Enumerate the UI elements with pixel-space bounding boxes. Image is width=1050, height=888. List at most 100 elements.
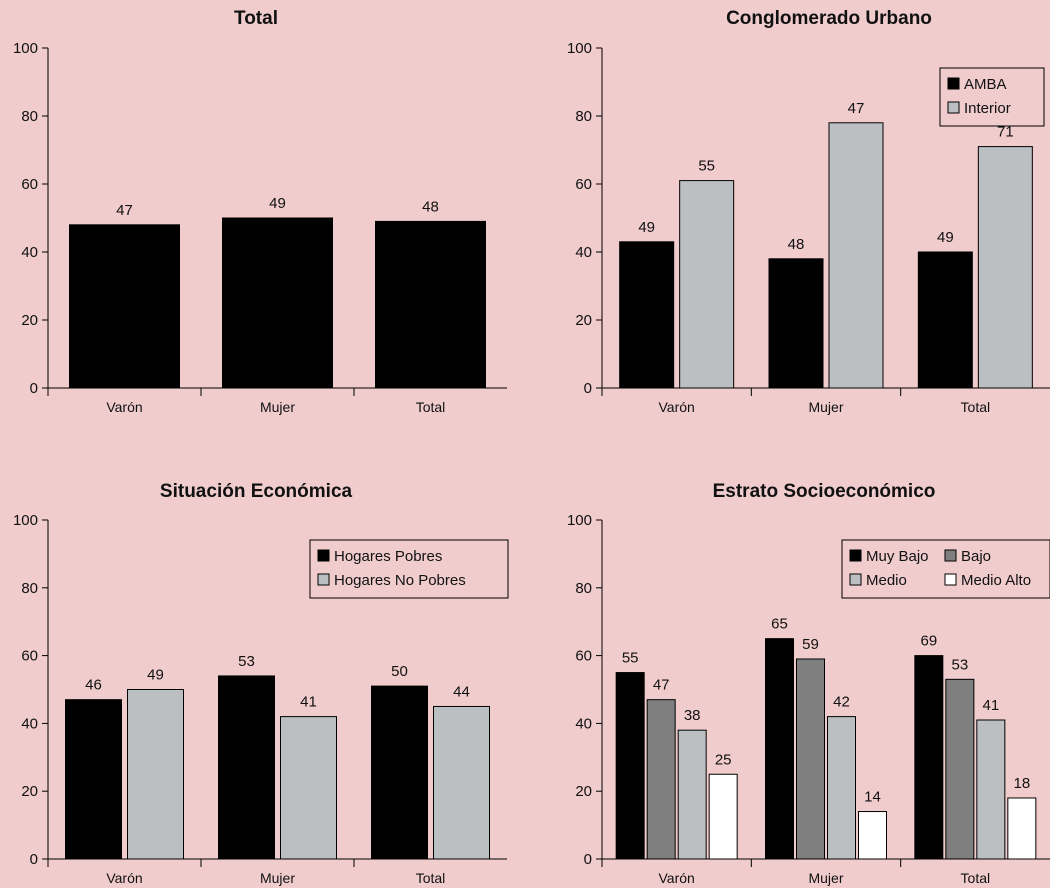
data-label: 49 — [147, 667, 164, 684]
x-tick-label: Total — [416, 399, 446, 415]
legend: Hogares Pobres Hogares No Pobres — [309, 539, 509, 599]
data-label: 18 — [1013, 775, 1030, 792]
data-label: 47 — [848, 100, 865, 117]
legend-label: Hogares No Pobres — [334, 572, 466, 589]
x-tick-label: Varón — [106, 870, 142, 886]
data-label: 59 — [802, 636, 819, 653]
y-tick-label: 40 — [21, 244, 38, 261]
y-tick-label: 60 — [575, 648, 592, 665]
legend-swatch — [849, 573, 862, 586]
data-label: 44 — [453, 683, 470, 700]
chart-conglomerado-urbano: Conglomerado Urbano 0 20 40 60 80 100 Varón 49 55… — [567, 8, 1050, 415]
data-label: 69 — [920, 633, 937, 650]
y-tick-label: 20 — [575, 312, 592, 329]
bar-amba-varon — [619, 241, 675, 389]
legend-label: Hogares Pobres — [334, 548, 442, 565]
bar-interior-mujer — [828, 122, 884, 389]
y-tick-label: 100 — [567, 512, 592, 529]
legend-swatch — [944, 573, 957, 586]
x-tick-label: Varón — [659, 399, 695, 415]
data-label: 46 — [85, 677, 102, 694]
data-label: 14 — [864, 789, 881, 806]
chart-title: Situación Económica — [160, 481, 353, 502]
bar-medio-alto-mujer — [858, 811, 887, 860]
bar-medio-total — [976, 719, 1006, 860]
legend-box — [841, 539, 1050, 599]
y-tick-label: 0 — [30, 851, 38, 868]
bar-total-mujer — [222, 217, 333, 389]
legend-item-amba: AMBA — [947, 76, 1007, 93]
legend-swatch — [317, 549, 330, 562]
bar-bajo-total — [945, 678, 975, 860]
x-tick-label: Mujer — [808, 399, 843, 415]
x-tick-label: Total — [961, 870, 991, 886]
y-tick-label: 40 — [575, 715, 592, 732]
x-tick-label: Mujer — [260, 870, 295, 886]
legend-swatch — [317, 573, 330, 586]
data-label: 38 — [684, 707, 701, 724]
legend-label: Muy Bajo — [866, 548, 929, 565]
y-tick-label: 40 — [575, 244, 592, 261]
legend-label: Medio — [866, 572, 907, 589]
data-label: 49 — [638, 219, 655, 236]
data-label: 71 — [997, 124, 1014, 141]
y-tick-label: 100 — [13, 40, 38, 57]
y-tick-label: 20 — [21, 312, 38, 329]
chart-estrato-socioeconomico: Estrato Socioeconómico 0 20 40 60 80 100 Varón 5… — [567, 481, 1050, 886]
y-tick-label: 100 — [567, 40, 592, 57]
legend-label: Interior — [964, 100, 1011, 117]
y-tick-label: 80 — [575, 108, 592, 125]
data-label: 65 — [771, 616, 788, 633]
x-tick-label: Varón — [106, 399, 142, 415]
x-tick-label: Varón — [659, 870, 695, 886]
x-tick-label: Total — [416, 870, 446, 886]
y-tick-label: 40 — [21, 715, 38, 732]
y-tick-label: 80 — [575, 580, 592, 597]
legend-swatch — [947, 77, 960, 90]
bar-muy-bajo-total — [914, 655, 944, 860]
legend-item-interior: Interior — [947, 100, 1011, 117]
chart-situacion-economica: Situación Económica 0 20 40 60 80 100 Varón 46 49… — [13, 481, 509, 886]
data-label: 49 — [937, 229, 954, 246]
bar-total-varon — [69, 224, 180, 389]
legend-label: Medio Alto — [961, 572, 1031, 589]
x-tick-label: Total — [961, 399, 991, 415]
legend-swatch — [944, 549, 957, 562]
chart-title: Conglomerado Urbano — [726, 8, 932, 29]
x-tick-label: Mujer — [260, 399, 295, 415]
bar-medio-alto-varon — [708, 773, 738, 860]
data-label: 47 — [116, 202, 133, 219]
data-label: 55 — [622, 650, 639, 667]
bar-hogares-no-pobres-mujer — [280, 716, 337, 860]
bar-medio-mujer — [827, 716, 856, 860]
bar-hogares-pobres-varon — [65, 699, 122, 860]
data-label: 55 — [698, 158, 715, 175]
y-tick-label: 100 — [13, 512, 38, 529]
bar-hogares-no-pobres-total — [433, 705, 490, 860]
bar-medio-alto-total — [1007, 797, 1037, 860]
legend-box — [309, 539, 509, 599]
bar-hogares-no-pobres-varon — [127, 689, 184, 860]
legend: Muy Bajo Bajo Medio Medio Alto — [841, 539, 1050, 599]
y-tick-label: 60 — [21, 648, 38, 665]
y-tick-label: 80 — [21, 580, 38, 597]
y-tick-label: 60 — [21, 176, 38, 193]
data-label: 42 — [833, 694, 850, 711]
data-label: 48 — [422, 198, 439, 215]
y-tick-label: 20 — [21, 783, 38, 800]
bar-amba-total — [917, 251, 973, 389]
y-tick-label: 80 — [21, 108, 38, 125]
bar-total-total — [375, 220, 486, 389]
data-label: 41 — [982, 697, 999, 714]
bar-hogares-pobres-mujer — [218, 675, 275, 860]
bar-interior-total — [977, 146, 1033, 389]
bar-bajo-mujer — [796, 658, 825, 860]
x-tick-label: Mujer — [808, 870, 843, 886]
data-label: 53 — [238, 653, 255, 670]
bar-hogares-pobres-total — [371, 685, 428, 860]
legend: AMBA Interior — [939, 67, 1045, 127]
legend-item-muy-bajo: Muy Bajo — [849, 548, 929, 565]
chart-total: Total 0 20 40 60 80 100 Varón 47 Mujer 49 Total 48 — [13, 8, 507, 415]
legend-item-hogares-pobres: Hogares Pobres — [317, 548, 442, 565]
